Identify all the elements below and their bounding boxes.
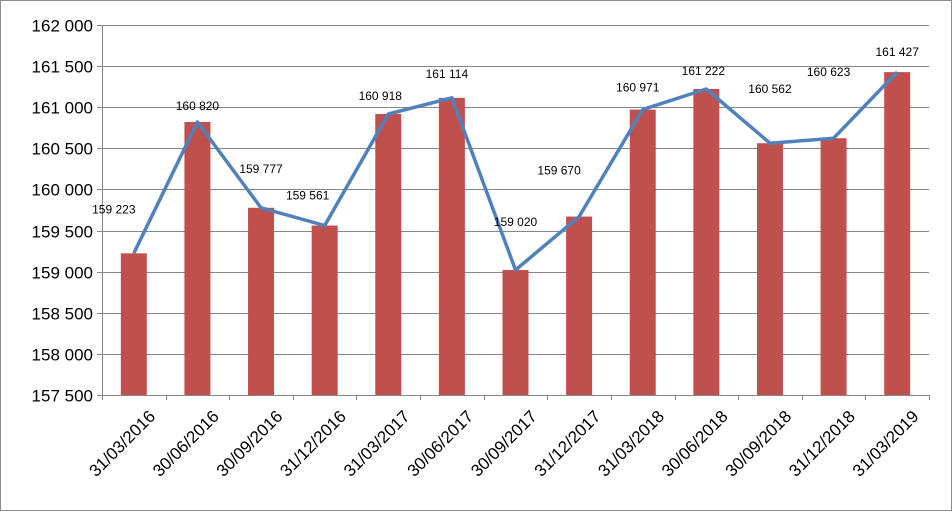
x-tick-label: 31/12/2016 — [276, 407, 350, 481]
bar — [629, 109, 656, 396]
series-line — [132, 70, 899, 272]
y-tick-label: 162 000 — [32, 17, 93, 36]
bar — [438, 97, 465, 396]
x-tick-label: 30/06/2016 — [149, 407, 223, 481]
bar — [120, 253, 147, 395]
data-label: 160 918 — [359, 89, 403, 103]
bar — [693, 88, 720, 396]
data-label: 159 020 — [494, 215, 538, 229]
x-tick-label: 31/03/2017 — [340, 407, 414, 481]
bars — [120, 72, 911, 396]
y-tick-label: 159 000 — [32, 264, 93, 283]
data-label: 161 427 — [875, 45, 919, 59]
bar — [375, 113, 402, 395]
bar — [756, 143, 783, 395]
y-tick-label: 160 000 — [32, 181, 93, 200]
y-axis-tick-labels: 157 500 158 000 158 500 159 000 159 500 160 0… — [32, 17, 93, 406]
axes — [97, 25, 930, 400]
bar — [820, 138, 847, 395]
x-tick-label: 31/03/2016 — [86, 407, 160, 481]
x-tick-label: 30/09/2018 — [722, 407, 796, 481]
gridlines — [102, 25, 929, 355]
bar — [248, 207, 275, 395]
data-label: 161 222 — [682, 64, 726, 78]
data-label: 160 820 — [176, 99, 220, 113]
data-label: 159 223 — [92, 202, 136, 216]
x-tick-label: 31/03/2018 — [594, 407, 668, 481]
x-tick-label: 31/03/2019 — [849, 407, 923, 481]
bar — [566, 216, 593, 395]
y-tick-label: 160 500 — [32, 140, 93, 159]
y-tick-label: 161 500 — [32, 58, 93, 77]
x-tick-label: 31/12/2017 — [531, 407, 605, 481]
data-label: 160 623 — [807, 65, 851, 79]
x-tick-label: 30/06/2018 — [658, 407, 732, 481]
bar — [184, 122, 211, 396]
x-axis-tick-labels: 31/03/201630/06/201630/09/201631/12/2016… — [86, 407, 923, 481]
y-tick-label: 157 500 — [32, 387, 93, 406]
x-tick-label: 31/12/2018 — [785, 407, 859, 481]
data-label: 160 971 — [616, 81, 660, 95]
x-tick-label: 30/09/2017 — [467, 407, 541, 481]
data-label: 161 114 — [426, 67, 469, 81]
x-tick-label: 30/09/2016 — [213, 407, 287, 481]
bar — [502, 270, 529, 395]
y-tick-label: 161 000 — [32, 99, 93, 118]
data-label: 160 562 — [748, 82, 792, 96]
bar — [884, 72, 911, 395]
data-label: 159 561 — [286, 189, 330, 203]
y-tick-label: 158 500 — [32, 305, 93, 324]
trend-line — [132, 70, 899, 272]
bar — [311, 225, 338, 395]
data-label: 159 670 — [537, 164, 581, 178]
data-label: 159 777 — [239, 162, 283, 176]
x-tick-label: 30/06/2017 — [404, 407, 478, 481]
y-tick-label: 158 000 — [32, 346, 93, 365]
y-tick-label: 159 500 — [32, 223, 93, 242]
